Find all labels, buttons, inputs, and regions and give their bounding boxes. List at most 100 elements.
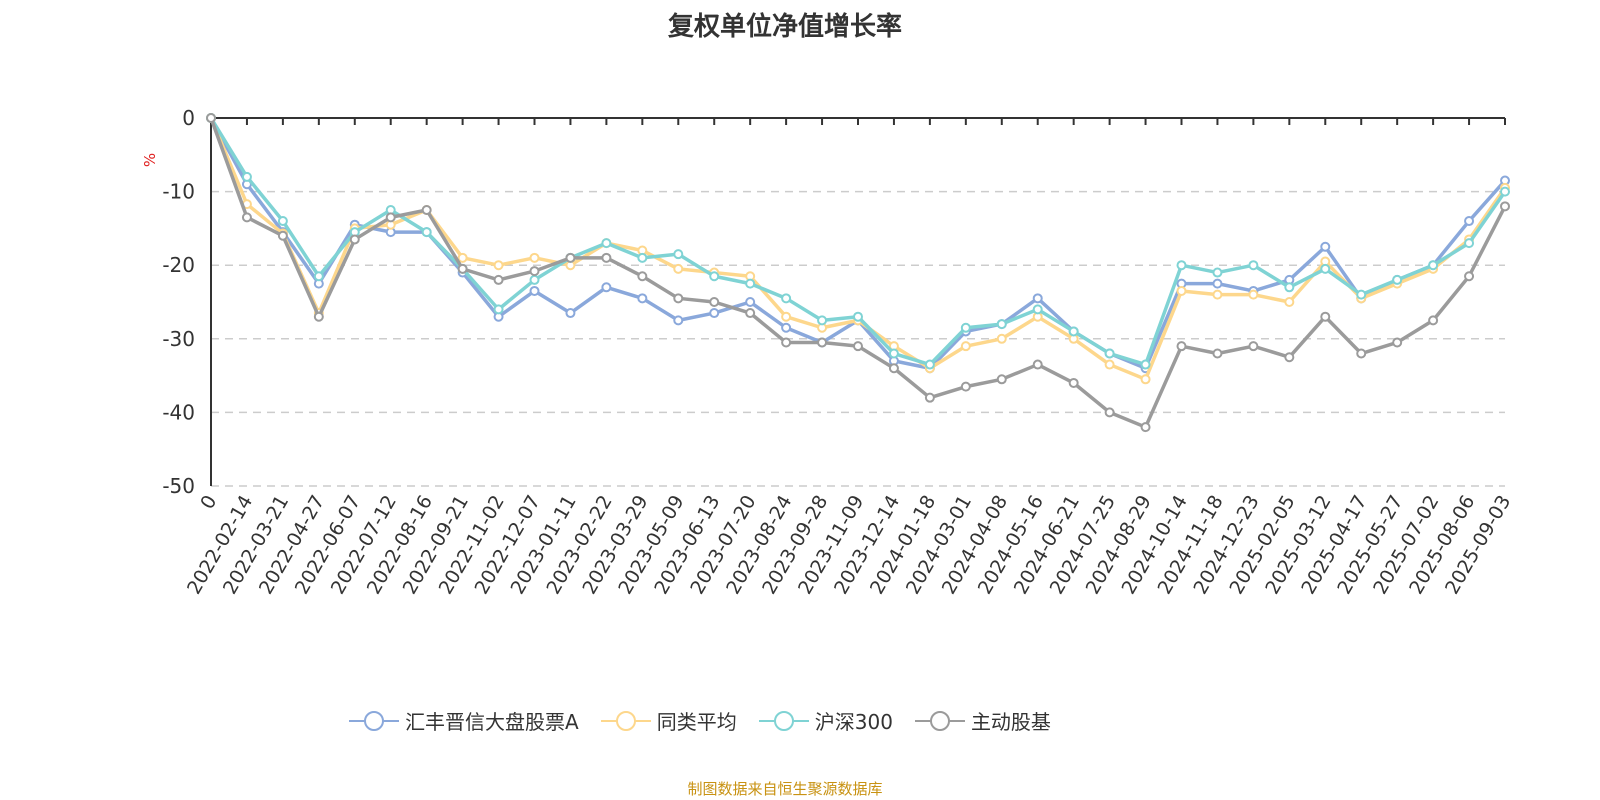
data-point <box>1248 341 1259 352</box>
data-point <box>745 297 756 307</box>
data-point <box>1320 241 1331 252</box>
data-point <box>1428 315 1439 326</box>
legend-label: 沪深300 <box>814 710 893 734</box>
series-3 <box>206 113 1510 433</box>
data-point <box>313 311 324 322</box>
legend-marker-icon <box>600 710 651 731</box>
data-point <box>781 293 792 304</box>
data-point <box>1500 201 1510 212</box>
data-point <box>996 374 1007 385</box>
data-point <box>313 271 324 282</box>
y-tick-label: -30 <box>162 327 195 351</box>
data-point <box>1104 359 1115 370</box>
data-point <box>745 278 756 289</box>
series-line <box>209 117 1507 429</box>
series-line <box>209 117 1507 367</box>
data-point <box>1464 271 1475 282</box>
data-point <box>673 293 684 304</box>
data-point <box>1464 238 1475 249</box>
data-point <box>637 252 648 263</box>
data-point <box>1248 260 1259 271</box>
data-point <box>493 260 504 271</box>
data-point <box>529 274 540 285</box>
legend-item[interactable]: 汇丰晋信大盘股票A <box>349 706 579 735</box>
data-point <box>1140 422 1151 433</box>
data-point <box>1356 289 1367 300</box>
data-point <box>1032 304 1043 315</box>
data-point <box>601 252 612 263</box>
legend-item[interactable]: 主动股基 <box>914 706 1051 735</box>
data-point <box>817 315 828 326</box>
legend-item[interactable]: 同类平均 <box>600 706 737 735</box>
data-point <box>529 285 540 296</box>
data-point <box>241 212 252 223</box>
data-point <box>853 311 863 322</box>
data-point <box>1104 407 1115 418</box>
y-axis-label: % <box>141 153 159 167</box>
data-point <box>960 381 971 392</box>
data-point <box>781 337 792 348</box>
legend-label: 同类平均 <box>656 710 737 734</box>
data-point <box>1104 348 1115 359</box>
data-point <box>709 297 720 307</box>
data-point <box>1320 263 1331 274</box>
data-point <box>1032 359 1043 370</box>
data-point <box>1032 293 1043 304</box>
data-point <box>781 322 792 333</box>
data-point <box>637 293 648 304</box>
data-point <box>1284 282 1295 293</box>
data-point <box>888 348 899 359</box>
legend-marker-icon <box>758 710 809 731</box>
data-point <box>1212 289 1223 300</box>
series-line <box>209 117 1507 382</box>
legend-item[interactable]: 沪深300 <box>758 706 893 735</box>
y-tick-label: -40 <box>162 400 195 424</box>
data-point <box>924 392 935 403</box>
data-point <box>385 212 396 223</box>
data-point <box>1392 274 1403 285</box>
legend-marker-icon <box>914 710 965 731</box>
data-point <box>241 171 252 182</box>
data-point <box>1284 352 1295 363</box>
data-point <box>457 252 468 263</box>
data-point <box>601 282 612 293</box>
data-point <box>1068 326 1079 337</box>
data-point <box>493 274 504 285</box>
legend-label: 主动股基 <box>970 710 1051 734</box>
x-tick-label: 0 <box>196 492 221 513</box>
data-point <box>709 308 720 319</box>
data-point <box>277 230 288 241</box>
data-point <box>673 315 684 326</box>
data-point <box>206 113 216 123</box>
data-point <box>493 304 504 315</box>
data-point <box>1140 359 1151 370</box>
data-point <box>1356 348 1367 359</box>
data-point <box>637 271 648 282</box>
data-point <box>601 238 612 249</box>
data-point <box>745 308 756 319</box>
data-point <box>1248 289 1259 300</box>
series-0 <box>206 113 1510 374</box>
data-point <box>1176 260 1187 271</box>
data-point <box>529 252 540 263</box>
data-point <box>1068 377 1079 388</box>
data-point <box>1212 278 1223 289</box>
data-point <box>1320 311 1331 322</box>
data-point <box>349 234 360 245</box>
legend: 汇丰晋信大盘股票A 同类平均 沪深300 主动股基 <box>0 706 1400 735</box>
data-point <box>277 216 288 227</box>
data-point <box>888 363 899 374</box>
data-point <box>673 249 684 260</box>
data-point <box>709 271 720 282</box>
data-point <box>529 266 540 277</box>
data-point <box>817 337 828 348</box>
data-point <box>1140 374 1151 385</box>
chart-title: 复权单位净值增长率 <box>667 12 902 42</box>
data-point <box>1500 186 1510 197</box>
data-point <box>996 319 1007 330</box>
data-point <box>960 322 971 333</box>
y-tick-label: -50 <box>162 474 195 498</box>
legend-label: 汇丰晋信大盘股票A <box>405 710 579 734</box>
y-tick-label: -10 <box>162 180 195 204</box>
